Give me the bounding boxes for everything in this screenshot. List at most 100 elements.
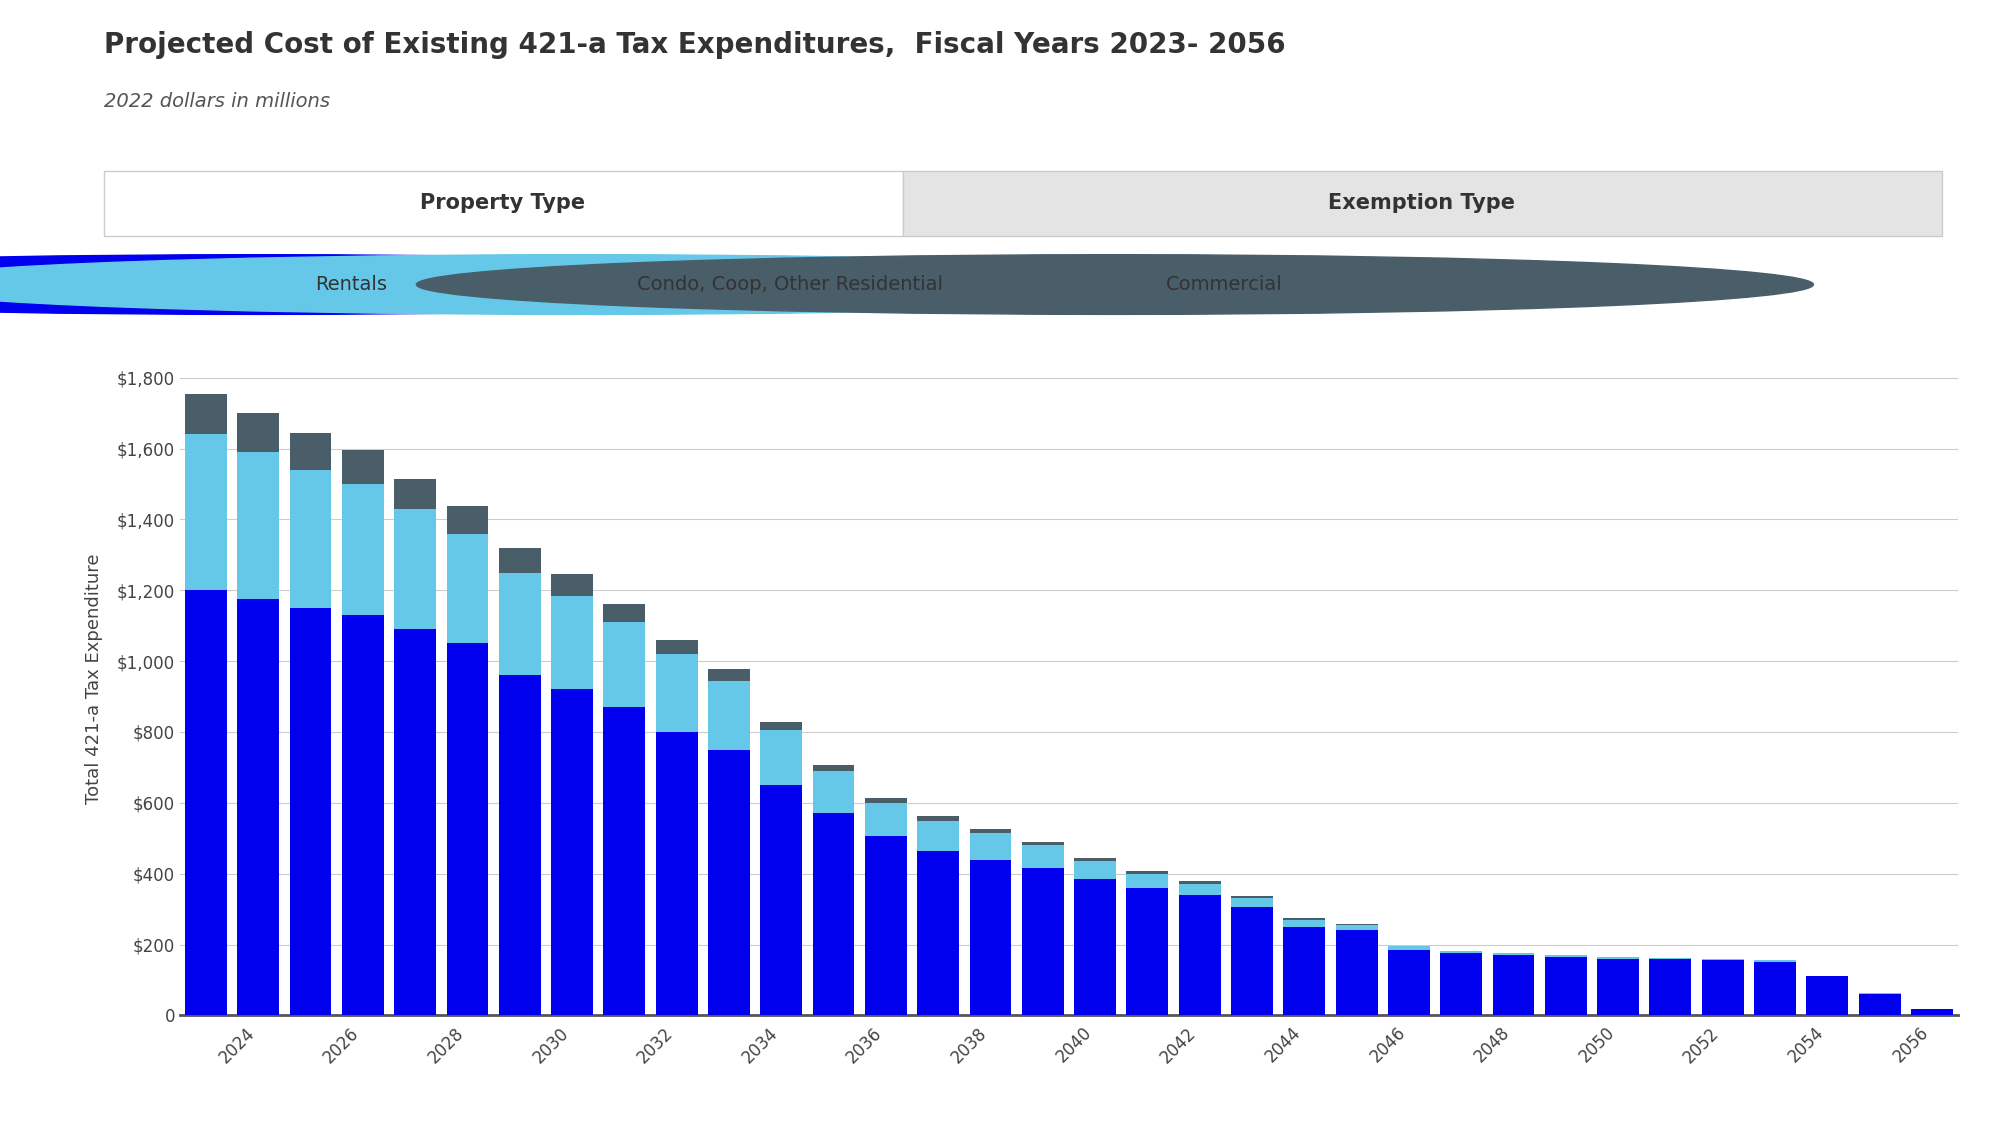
Bar — [500, 572, 541, 675]
Bar — [1283, 927, 1325, 1015]
Bar — [1179, 881, 1221, 884]
Y-axis label: Total 421-a Tax Expenditure: Total 421-a Tax Expenditure — [84, 553, 102, 804]
Bar — [1075, 862, 1117, 879]
Bar — [761, 730, 803, 785]
Bar — [1021, 868, 1063, 1015]
Bar — [655, 654, 697, 732]
Bar — [342, 615, 384, 1015]
Bar — [551, 689, 593, 1015]
Bar — [917, 850, 959, 1015]
Bar — [761, 785, 803, 1015]
Bar — [394, 629, 436, 1015]
Bar — [1075, 879, 1117, 1015]
Text: 2022 dollars in millions: 2022 dollars in millions — [104, 92, 330, 111]
Bar — [448, 534, 488, 643]
Bar — [1389, 946, 1431, 950]
Bar — [1021, 842, 1063, 845]
Bar — [865, 803, 907, 837]
Bar — [1754, 960, 1796, 962]
Bar — [1021, 845, 1063, 868]
Bar — [865, 798, 907, 803]
Bar — [969, 833, 1011, 859]
Bar — [500, 548, 541, 572]
Bar — [1335, 926, 1377, 930]
Bar — [1702, 959, 1744, 960]
Bar — [707, 681, 749, 749]
Bar — [969, 859, 1011, 1015]
Bar — [238, 413, 280, 452]
Bar — [448, 643, 488, 1015]
Bar — [655, 640, 697, 654]
Bar — [707, 749, 749, 1015]
Bar — [813, 771, 855, 813]
Bar — [186, 590, 228, 1015]
Bar — [1596, 957, 1638, 958]
Bar — [603, 622, 645, 707]
Bar — [1806, 976, 1848, 1015]
Bar — [1335, 930, 1377, 1015]
Bar — [1231, 908, 1273, 1015]
Bar — [1702, 960, 1744, 1015]
Bar — [761, 723, 803, 730]
Bar — [1127, 871, 1169, 874]
Bar — [551, 596, 593, 689]
Bar — [1231, 896, 1273, 898]
Bar — [1596, 958, 1638, 1015]
Bar — [1389, 950, 1431, 1015]
Bar — [1179, 895, 1221, 1015]
Bar — [1493, 955, 1534, 1015]
Bar — [186, 434, 228, 590]
Text: Rentals: Rentals — [316, 275, 388, 294]
FancyBboxPatch shape — [104, 171, 903, 236]
Bar — [290, 608, 332, 1015]
Bar — [394, 479, 436, 508]
Bar — [342, 484, 384, 615]
Bar — [813, 764, 855, 771]
FancyBboxPatch shape — [903, 171, 1942, 236]
Bar — [238, 452, 280, 599]
Bar — [1441, 950, 1483, 954]
Bar — [1858, 994, 1900, 1015]
Bar — [1493, 953, 1534, 955]
Bar — [1544, 955, 1586, 957]
Bar — [865, 837, 907, 1015]
Bar — [551, 574, 593, 596]
Bar — [1910, 1009, 1952, 1015]
Bar — [1127, 888, 1169, 1015]
Circle shape — [0, 255, 1281, 314]
Bar — [1179, 884, 1221, 895]
Bar — [448, 506, 488, 534]
Bar — [1441, 954, 1483, 1015]
Bar — [394, 508, 436, 629]
Bar — [1650, 958, 1690, 959]
Bar — [1283, 920, 1325, 927]
Bar — [969, 829, 1011, 833]
Text: Commercial: Commercial — [1167, 275, 1283, 294]
Bar — [655, 732, 697, 1015]
Bar — [500, 675, 541, 1015]
Bar — [603, 605, 645, 622]
Bar — [290, 433, 332, 470]
Bar — [290, 470, 332, 608]
Circle shape — [0, 255, 959, 314]
Bar — [813, 813, 855, 1015]
Bar — [1075, 858, 1117, 862]
Bar — [186, 394, 228, 434]
Text: Property Type: Property Type — [420, 193, 585, 213]
Bar — [1335, 925, 1377, 926]
Bar — [917, 820, 959, 850]
Text: Condo, Coop, Other Residential: Condo, Coop, Other Residential — [637, 275, 943, 294]
Bar — [1283, 918, 1325, 920]
Bar — [1754, 962, 1796, 1015]
Circle shape — [416, 255, 1814, 314]
Bar — [342, 450, 384, 484]
Bar — [1231, 898, 1273, 908]
Text: Projected Cost of Existing 421-a Tax Expenditures,  Fiscal Years 2023- 2056: Projected Cost of Existing 421-a Tax Exp… — [104, 31, 1285, 59]
Bar — [1650, 959, 1690, 1015]
Text: Exemption Type: Exemption Type — [1329, 193, 1514, 213]
Bar — [603, 707, 645, 1015]
Bar — [238, 599, 280, 1015]
Bar — [707, 669, 749, 681]
Bar — [1127, 874, 1169, 888]
Bar — [1544, 957, 1586, 1015]
